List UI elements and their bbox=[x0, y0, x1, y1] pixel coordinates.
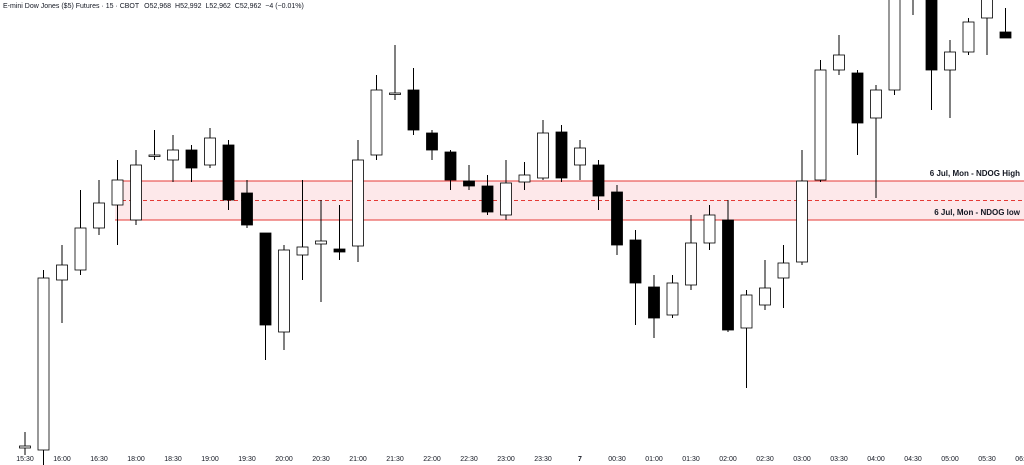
candle-body bbox=[148, 154, 161, 157]
candle-body bbox=[981, 0, 993, 19]
candle-body bbox=[93, 202, 105, 229]
candle-body bbox=[296, 246, 309, 256]
candle-body bbox=[56, 264, 68, 281]
x-tick-label: 16:30 bbox=[90, 456, 108, 463]
candle-body bbox=[278, 249, 290, 333]
candle-body bbox=[629, 239, 642, 284]
candle-body bbox=[592, 164, 605, 197]
candle-body bbox=[444, 151, 457, 181]
candle-body bbox=[611, 191, 623, 246]
candle-body bbox=[925, 0, 938, 71]
candle-body bbox=[222, 144, 235, 201]
candle-body bbox=[555, 131, 568, 179]
candle-body bbox=[204, 137, 216, 166]
candle-body bbox=[833, 54, 845, 71]
x-tick-label: 04:30 bbox=[904, 456, 922, 463]
ohlc-value: −4 (−0.01%) bbox=[265, 3, 304, 10]
x-tick-label: 7 bbox=[578, 456, 582, 463]
ohlc-value: L52,962 bbox=[205, 3, 230, 10]
x-tick-label: 05:30 bbox=[978, 456, 996, 463]
x-tick-label: 15:30 bbox=[16, 456, 34, 463]
zone-label: 6 Jul, Mon - NDOG High bbox=[930, 169, 1020, 178]
candle-body bbox=[870, 89, 882, 119]
ohlc-value: C52,962 bbox=[235, 3, 262, 10]
candle-body bbox=[481, 185, 494, 213]
x-tick-label: 16:00 bbox=[53, 456, 71, 463]
candle-body bbox=[37, 277, 50, 451]
candle-body bbox=[888, 0, 901, 91]
candle-body bbox=[19, 445, 31, 449]
chart-title: E-mini Dow Jones ($5) Futures · 15 · CBO… bbox=[3, 3, 140, 10]
candle-body bbox=[370, 89, 383, 156]
candle-body bbox=[666, 282, 679, 316]
x-tick-label: 00:30 bbox=[608, 456, 626, 463]
x-tick-label: 02:00 bbox=[719, 456, 737, 463]
x-tick-label: 02:30 bbox=[756, 456, 774, 463]
ohlc-value: O52,968 bbox=[144, 3, 171, 10]
x-tick-label: 23:30 bbox=[534, 456, 552, 463]
candle-body bbox=[740, 294, 753, 329]
x-tick-label: 19:00 bbox=[201, 456, 219, 463]
candle-body bbox=[999, 31, 1012, 39]
candle-body bbox=[777, 262, 790, 279]
ohlc-readout: O52,968 H52,992 L52,962 C52,962 −4 (−0.01%) bbox=[144, 3, 304, 10]
candle-body bbox=[722, 219, 734, 331]
candle-body bbox=[185, 149, 198, 169]
x-tick-label: 01:30 bbox=[682, 456, 700, 463]
x-tick-label: 20:30 bbox=[312, 456, 330, 463]
candle-body bbox=[685, 242, 697, 286]
candle-body bbox=[944, 51, 956, 71]
candle-body bbox=[648, 286, 660, 319]
x-tick-label: 05:00 bbox=[941, 456, 959, 463]
x-tick-label: 03:00 bbox=[793, 456, 811, 463]
candle-body bbox=[426, 132, 438, 151]
x-tick-label: 21:30 bbox=[386, 456, 404, 463]
candle-body bbox=[537, 132, 549, 179]
x-tick-label: 22:30 bbox=[460, 456, 478, 463]
candle-body bbox=[111, 179, 124, 206]
ohlc-value: H52,992 bbox=[175, 3, 202, 10]
zone-label: 6 Jul, Mon - NDOG low bbox=[934, 208, 1021, 217]
candle-body bbox=[315, 240, 327, 245]
x-tick-label: 21:00 bbox=[349, 456, 367, 463]
x-tick-label: 03:30 bbox=[830, 456, 848, 463]
candle-body bbox=[130, 164, 142, 221]
candle-body bbox=[167, 149, 179, 161]
candle-body bbox=[259, 232, 272, 326]
candle-body bbox=[500, 182, 512, 216]
candle-body bbox=[574, 147, 586, 166]
x-tick-label: 22:00 bbox=[423, 456, 441, 463]
x-tick-label: 20:00 bbox=[275, 456, 293, 463]
x-tick-label: 19:30 bbox=[238, 456, 256, 463]
candle-body bbox=[352, 159, 364, 247]
x-tick-label: 18:00 bbox=[127, 456, 145, 463]
x-tick-label: 18:30 bbox=[164, 456, 182, 463]
x-tick-label: 23:00 bbox=[497, 456, 515, 463]
x-tick-label: 01:00 bbox=[645, 456, 663, 463]
candle-body bbox=[333, 248, 346, 253]
candle-body bbox=[759, 287, 771, 306]
candle-body bbox=[796, 180, 808, 263]
candle-body bbox=[74, 227, 87, 271]
x-tick-label: 06:00 bbox=[1015, 456, 1024, 463]
candle-body bbox=[703, 214, 716, 244]
candle-body bbox=[814, 69, 827, 181]
candle-body bbox=[389, 92, 401, 95]
x-tick-label: 04:00 bbox=[867, 456, 885, 463]
candle-body bbox=[407, 89, 420, 131]
candle-body bbox=[463, 180, 475, 187]
candle-body bbox=[241, 192, 253, 226]
candle-body bbox=[518, 174, 531, 183]
candle-body bbox=[851, 72, 864, 124]
candle-body bbox=[962, 21, 975, 53]
